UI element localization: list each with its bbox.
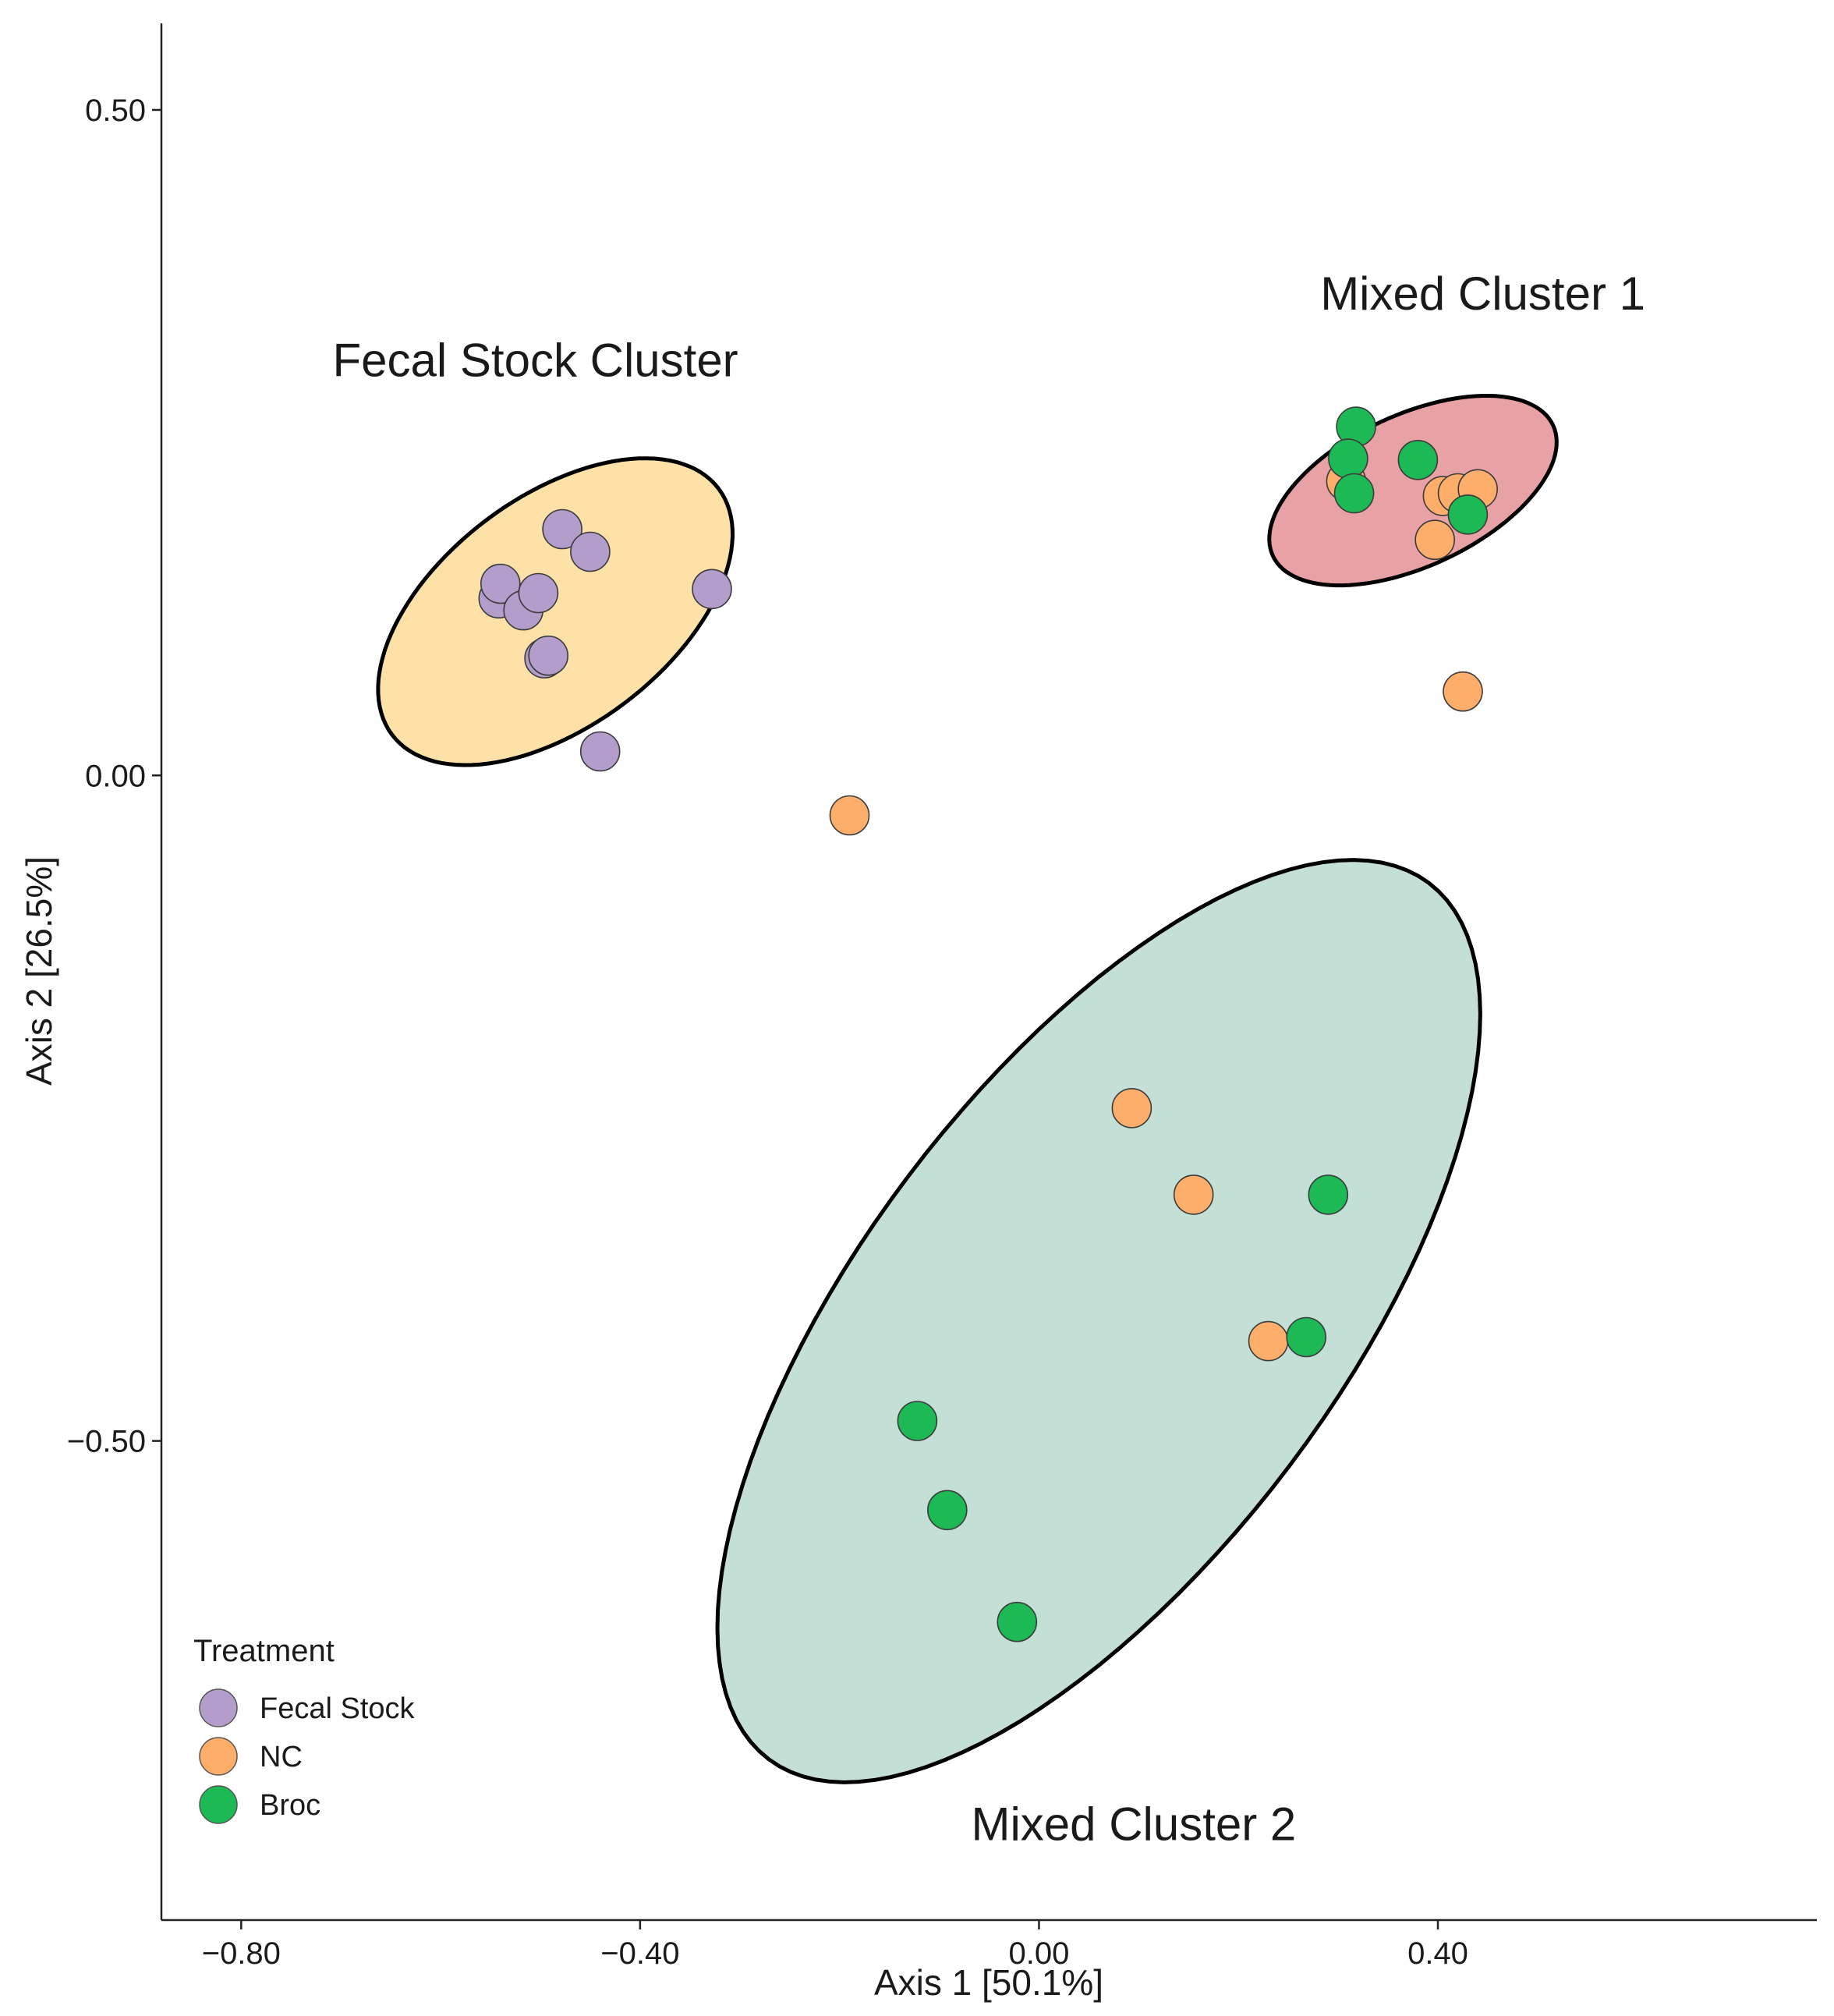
point-nc-10 <box>1248 1320 1289 1362</box>
axis-ticks: −0.80 −0.40 0.00 0.40 0.50 0.00 −0.50 <box>67 94 1468 1971</box>
point-nc-8 <box>1111 1088 1152 1128</box>
point-broc-10 <box>997 1601 1038 1642</box>
legend-entry-broc: Broc <box>199 1785 320 1824</box>
cluster-label-fecal-stock-cluster: Fecal Stock Cluster <box>333 334 738 386</box>
y-axis-title: Axis 2 [26.5%] <box>19 856 59 1086</box>
y-tick-label: 0.00 <box>85 759 146 793</box>
cluster-label-mixed-cluster-2: Mixed Cluster 2 <box>971 1798 1296 1851</box>
legend-key-broc <box>199 1785 238 1824</box>
point-broc-5 <box>1447 494 1489 535</box>
point-broc-9 <box>927 1490 968 1531</box>
cluster-labels: Fecal Stock Cluster Mixed Cluster 1 Mixed … <box>333 268 1645 1851</box>
point-fecal-stock-4 <box>480 563 521 604</box>
point-nc-5 <box>1414 519 1455 561</box>
point-fecal-stock-10 <box>579 731 621 772</box>
point-fecal-stock-1 <box>542 508 582 550</box>
point-broc-2 <box>1328 438 1368 479</box>
legend: Treatment Fecal Stock NC Broc <box>193 1634 416 1824</box>
point-broc-3 <box>1333 473 1375 514</box>
x-tick-label: 0.00 <box>1009 1936 1070 1971</box>
point-broc-6 <box>1308 1175 1349 1215</box>
y-tick-label: −0.50 <box>67 1425 146 1459</box>
ellipse-mixed-cluster-2 <box>715 858 1482 1784</box>
point-fecal-stock-2 <box>570 531 611 572</box>
legend-key-nc <box>199 1737 238 1776</box>
cluster-ellipses <box>376 394 1559 1784</box>
legend-label-fecal-stock: Fecal Stock <box>260 1692 416 1725</box>
legend-title: Treatment <box>193 1634 335 1668</box>
x-tick-label: −0.40 <box>600 1936 679 1971</box>
point-nc-9 <box>1173 1175 1214 1215</box>
data-points <box>478 406 1498 1642</box>
legend-label-broc: Broc <box>260 1789 320 1822</box>
legend-key-fecal-stock <box>199 1688 238 1727</box>
ellipse-mixed-cluster-1 <box>1267 394 1559 588</box>
point-nc-6 <box>1443 671 1483 712</box>
axes <box>160 23 1817 1922</box>
point-broc-8 <box>897 1401 938 1441</box>
x-tick-label: 0.40 <box>1407 1936 1468 1971</box>
legend-entry-fecal-stock: Fecal Stock <box>199 1688 416 1727</box>
point-fecal-stock-9 <box>692 569 732 610</box>
point-broc-4 <box>1397 439 1439 480</box>
point-broc-7 <box>1286 1316 1326 1358</box>
x-tick-label: −0.80 <box>202 1936 281 1971</box>
point-nc-7 <box>829 795 870 836</box>
y-tick-label: 0.50 <box>85 94 146 128</box>
legend-entry-nc: NC <box>199 1737 303 1776</box>
legend-label-nc: NC <box>260 1741 303 1773</box>
point-fecal-stock-6 <box>518 572 559 614</box>
ellipse-fecal-stock-cluster <box>376 456 735 767</box>
x-axis-title: Axis 1 [50.1%] <box>874 1962 1103 2003</box>
point-fecal-stock-8 <box>528 635 569 676</box>
cluster-label-mixed-cluster-1: Mixed Cluster 1 <box>1320 268 1645 320</box>
